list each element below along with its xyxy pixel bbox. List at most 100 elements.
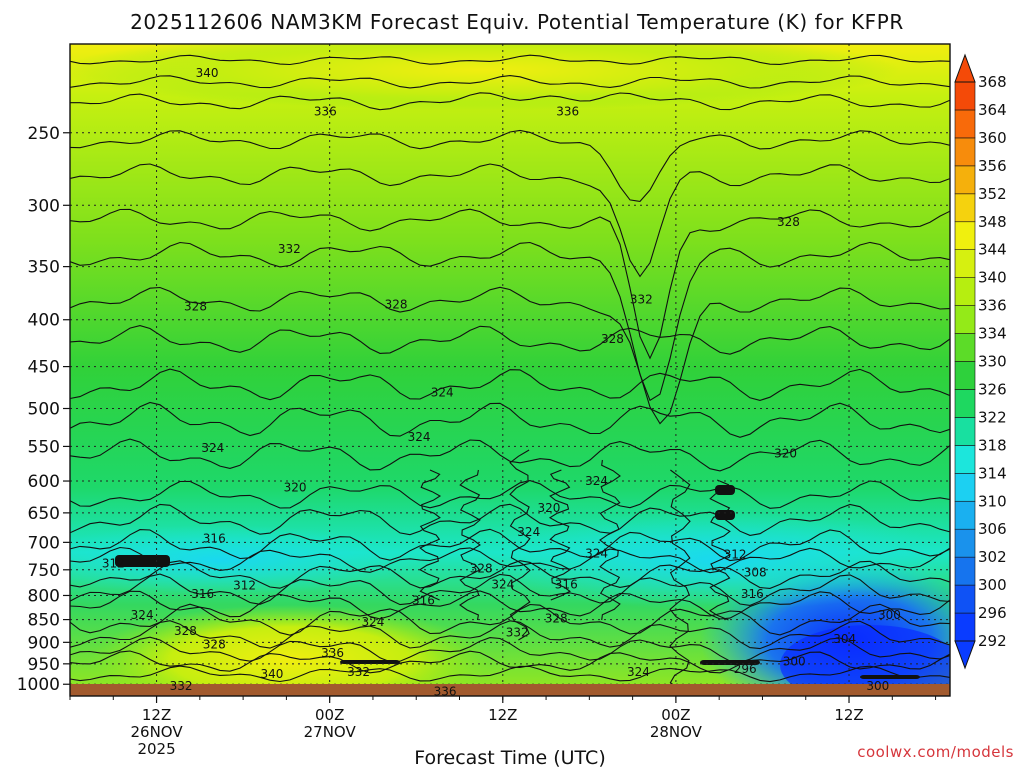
contour-label-45: 300	[866, 679, 889, 693]
contour-label-13: 320	[284, 481, 307, 495]
colorbar-label-356: 356	[978, 157, 1007, 175]
contour-line-7	[70, 286, 950, 425]
inversion-band-4	[340, 660, 400, 664]
contour-line-23	[70, 665, 950, 683]
contour-line-12	[70, 480, 950, 509]
contour-label-38: 300	[783, 655, 806, 669]
contour-line-20	[70, 620, 950, 650]
colorbar-label-318: 318	[978, 436, 1007, 454]
y-tick-label-650: 650	[28, 504, 60, 524]
y-tick-label-300: 300	[28, 196, 60, 216]
colorbar-swatch-12	[954, 277, 976, 306]
colorbar-swatch-2	[954, 556, 976, 586]
y-tick-label-350: 350	[28, 258, 60, 278]
contour-label-40: 332	[347, 665, 370, 679]
x-tick-date-3: 28NOV	[650, 723, 703, 741]
convective-contour-4	[599, 459, 621, 621]
contour-label-20: 312	[102, 556, 125, 570]
contour-label-15: 320	[537, 501, 560, 515]
contour-label-39: 296	[734, 662, 757, 676]
contour-line-1	[70, 75, 950, 89]
colorbar-swatch-19	[954, 81, 976, 111]
contour-label-34: 332	[506, 625, 529, 639]
inversion-band-5	[860, 675, 920, 679]
contour-label-27: 316	[741, 587, 764, 601]
contour-line-4	[70, 163, 950, 278]
x-tick-year-0: 2025	[137, 740, 175, 758]
y-tick-label-900: 900	[28, 633, 60, 653]
colorbar-label-344: 344	[978, 241, 1007, 259]
colorbar-swatch-16	[954, 165, 976, 195]
contour-line-9	[70, 368, 950, 401]
colorbar-label-314: 314	[978, 464, 1007, 482]
y-tick-label-1000: 1000	[17, 675, 60, 695]
colorbar-swatch-9	[954, 361, 976, 390]
colorbar-label-340: 340	[978, 269, 1007, 287]
colorbar-swatch-17	[954, 137, 976, 167]
contour-label-32: 328	[545, 612, 568, 626]
contour-labels: 340 336 336 328 332 332 328 328 328 324 324 324 320 3…	[102, 66, 901, 699]
colorbar-swatch-11	[954, 305, 976, 334]
colorbar-swatch-1	[954, 584, 976, 614]
contour-label-24: 316	[555, 577, 578, 591]
x-tick-label-3: 00Z	[661, 706, 690, 724]
contour-label-14: 324	[585, 474, 608, 488]
contour-line-5	[70, 208, 950, 360]
colorbar-label-310: 310	[978, 492, 1007, 510]
contour-label-0: 340	[196, 66, 219, 80]
convective-contour-0	[418, 469, 442, 601]
contour-line-13	[70, 503, 950, 536]
contour-label-9: 324	[431, 385, 454, 399]
contour-label-3: 328	[777, 215, 800, 229]
y-tick-label-450: 450	[28, 358, 60, 378]
contour-line-10	[70, 401, 950, 438]
contour-label-37: 336	[321, 646, 344, 660]
y-tick-label-400: 400	[28, 311, 60, 331]
convective-contour-5	[669, 469, 691, 691]
contour-label-12: 320	[774, 447, 797, 461]
colorbar-swatch-15	[954, 193, 976, 223]
contour-label-25: 312	[233, 578, 256, 592]
contour-label-1: 336	[314, 105, 337, 119]
contour-label-28: 316	[412, 593, 435, 607]
contour-line-15	[70, 546, 950, 574]
contour-label-41: 340	[261, 667, 284, 681]
y-tick-label-550: 550	[28, 437, 60, 457]
colorbar-swatch-8	[954, 389, 976, 418]
colorbar-label-292: 292	[978, 632, 1007, 650]
y-axis: 2503003504004505005506006507007508008509…	[17, 124, 70, 695]
contour-line-19	[70, 603, 950, 636]
colorbar-swatch-4	[954, 500, 976, 530]
contour-label-33: 328	[174, 624, 197, 638]
y-tick-label-950: 950	[28, 655, 60, 675]
colorbar-label-326: 326	[978, 380, 1007, 398]
plot-frame	[69, 43, 951, 697]
contour-line-17	[70, 573, 950, 606]
y-tick-label-500: 500	[28, 400, 60, 420]
contour-label-18: 324	[585, 547, 608, 561]
colorbar-label-336: 336	[978, 297, 1007, 315]
contour-label-5: 332	[630, 292, 653, 306]
colorbar-label-364: 364	[978, 101, 1007, 119]
inversion-band-0	[115, 555, 170, 567]
field-cyan-band	[480, 510, 950, 610]
colorbar-label-330: 330	[978, 353, 1007, 371]
colorbar-swatch-7	[954, 417, 976, 446]
contour-line-3	[70, 129, 950, 202]
colorbar-swatch-6	[954, 445, 976, 474]
colorbar-bottom-arrow	[954, 640, 976, 670]
colorbar-swatch-0	[954, 612, 976, 642]
chart-title: 2025112606 NAM3KM Forecast Equiv. Potent…	[130, 10, 904, 34]
colorbar-label-334: 334	[978, 325, 1007, 343]
contour-label-22: 308	[744, 565, 767, 579]
colorbar-swatch-3	[954, 528, 976, 558]
contour-label-36: 328	[203, 638, 226, 652]
field-warm-pool-top	[70, 44, 900, 110]
contour-line-6	[70, 241, 950, 402]
x-tick-date-0: 26NOV	[130, 723, 183, 741]
x-tick-date-1: 27NOV	[304, 723, 357, 741]
contour-line-18	[70, 590, 950, 620]
contour-label-7: 328	[385, 298, 408, 312]
